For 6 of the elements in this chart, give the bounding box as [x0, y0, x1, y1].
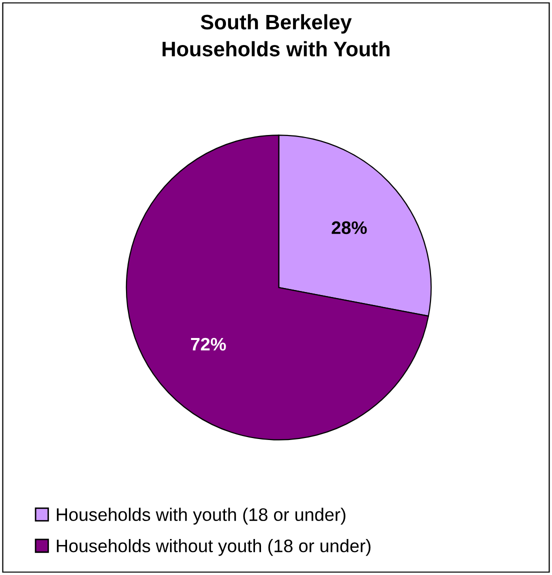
legend-label: Households with youth (18 or under) — [56, 508, 346, 525]
data-label: 72% — [191, 338, 226, 351]
legend-label: Households without youth (18 or under) — [56, 539, 370, 556]
data-label: 28% — [332, 221, 367, 234]
pie-slice — [126, 134, 429, 440]
chart-title: South Berkeley Households with Youth — [162, 14, 390, 56]
